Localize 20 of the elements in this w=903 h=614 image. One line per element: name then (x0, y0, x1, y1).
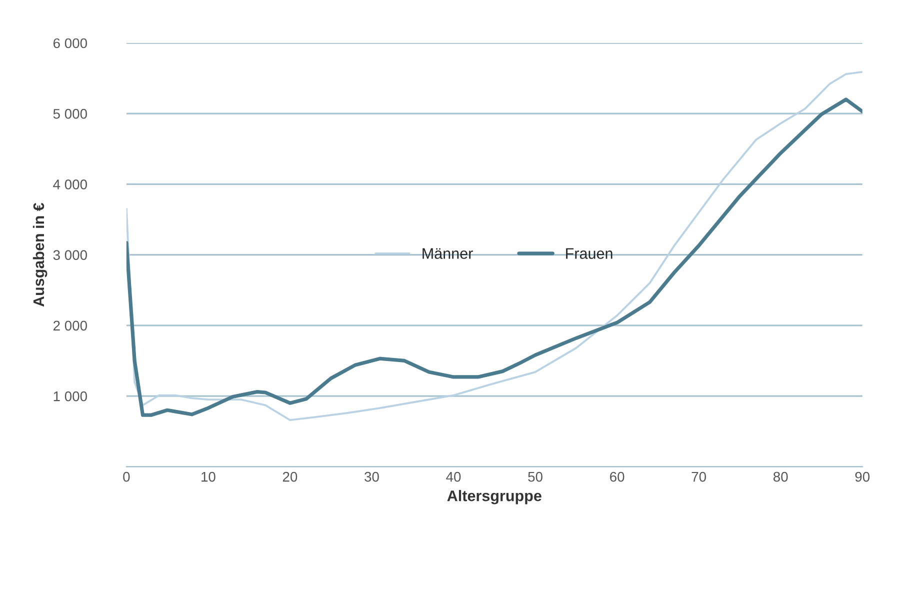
x-axis-title: Altersgruppe (447, 490, 542, 504)
x-tick-label: 90 (855, 472, 870, 482)
x-tick-label: 30 (364, 472, 379, 482)
x-tick-label: 70 (692, 472, 706, 482)
y-tick-label: 4 000 (53, 180, 87, 190)
y-axis-title: Ausgaben in € (32, 202, 48, 307)
y-tick-label: 5 000 (53, 108, 87, 119)
y-tick-label: 2 000 (53, 320, 87, 331)
y-tick-label: 6 000 (53, 38, 87, 48)
x-tick-label: 50 (528, 472, 542, 482)
legend-label: Männer (422, 248, 473, 259)
x-tick-label: 20 (282, 472, 298, 482)
x-tick-label: 60 (610, 472, 624, 482)
x-tick-label: 40 (446, 472, 461, 482)
x-tick-label: 80 (773, 472, 788, 482)
legend-label: Frauen (566, 248, 612, 259)
y-tick-label: 3 000 (53, 250, 87, 260)
x-tick-label: 0 (123, 472, 130, 482)
y-tick-label: 1 000 (54, 391, 87, 402)
x-tick-label: 10 (202, 472, 216, 482)
